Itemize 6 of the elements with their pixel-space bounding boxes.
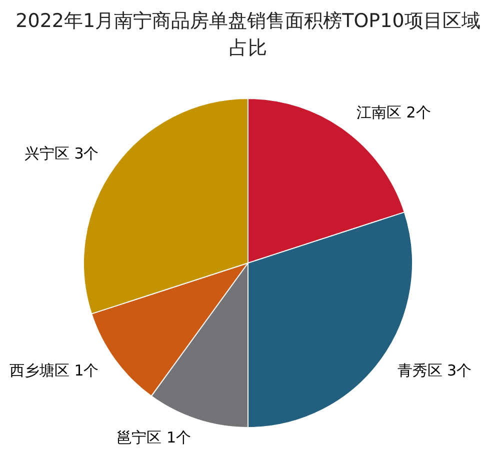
- chart-title: 2022年1月南宁商品房单盘销售面积榜TOP10项目区域占比: [14, 9, 482, 61]
- slice-label: 邕宁区 1个: [116, 428, 191, 446]
- slice-label: 青秀区 3个: [397, 361, 472, 380]
- slice-label: 兴宁区 3个: [24, 144, 99, 162]
- slice-label: 江南区 2个: [356, 104, 431, 122]
- slice-label: 西乡塘区 1个: [9, 361, 99, 380]
